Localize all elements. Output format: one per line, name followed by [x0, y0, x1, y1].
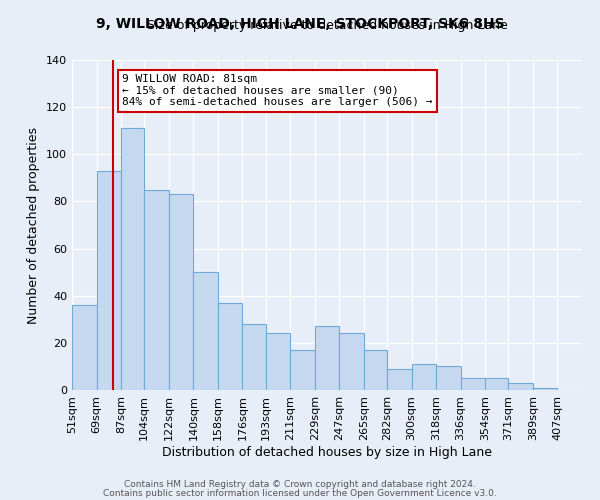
Text: 9, WILLOW ROAD, HIGH LANE, STOCKPORT, SK6 8HS: 9, WILLOW ROAD, HIGH LANE, STOCKPORT, SK…: [95, 18, 505, 32]
Bar: [315, 326, 339, 390]
Bar: [436, 366, 461, 390]
Bar: [144, 190, 169, 390]
Bar: [461, 378, 485, 390]
Bar: [218, 303, 242, 390]
Bar: [533, 388, 557, 390]
X-axis label: Distribution of detached houses by size in High Lane: Distribution of detached houses by size …: [162, 446, 492, 458]
Text: Contains HM Land Registry data © Crown copyright and database right 2024.: Contains HM Land Registry data © Crown c…: [124, 480, 476, 489]
Bar: [266, 334, 290, 390]
Text: 9 WILLOW ROAD: 81sqm
← 15% of detached houses are smaller (90)
84% of semi-detac: 9 WILLOW ROAD: 81sqm ← 15% of detached h…: [122, 74, 433, 108]
Bar: [169, 194, 193, 390]
Bar: [339, 334, 364, 390]
Text: Contains public sector information licensed under the Open Government Licence v3: Contains public sector information licen…: [103, 488, 497, 498]
Bar: [364, 350, 387, 390]
Bar: [290, 350, 315, 390]
Bar: [97, 171, 121, 390]
Bar: [412, 364, 436, 390]
Bar: [242, 324, 266, 390]
Bar: [121, 128, 144, 390]
Bar: [387, 369, 412, 390]
Bar: [508, 383, 533, 390]
Bar: [193, 272, 218, 390]
Y-axis label: Number of detached properties: Number of detached properties: [28, 126, 40, 324]
Bar: [485, 378, 508, 390]
Bar: [72, 305, 97, 390]
Title: Size of property relative to detached houses in High Lane: Size of property relative to detached ho…: [146, 20, 508, 32]
